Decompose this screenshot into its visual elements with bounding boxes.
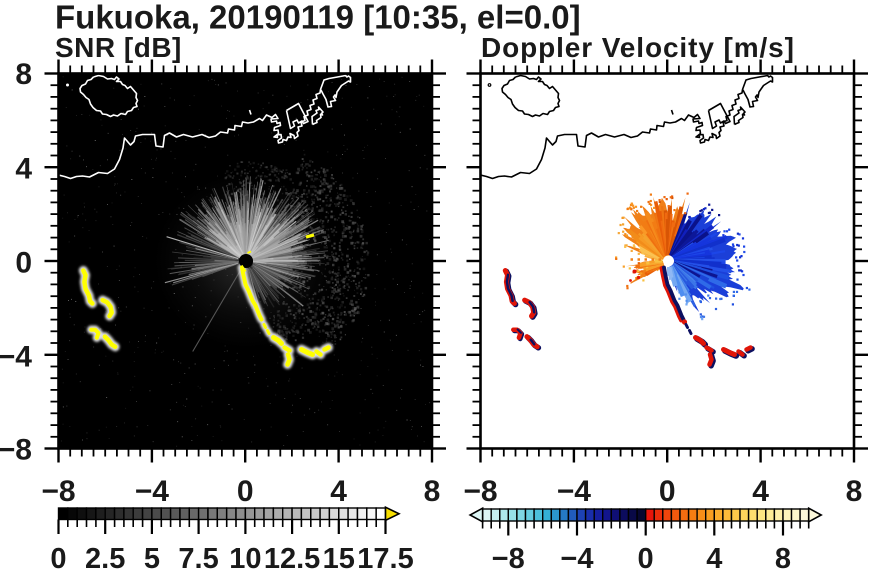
svg-text:8: 8 — [424, 475, 441, 508]
svg-text:−8: −8 — [463, 475, 497, 508]
svg-text:8: 8 — [15, 58, 32, 91]
svg-text:−8: −8 — [0, 434, 32, 467]
svg-text:15: 15 — [323, 543, 355, 570]
svg-text:4: 4 — [706, 543, 722, 570]
svg-text:4: 4 — [15, 153, 32, 186]
svg-text:4: 4 — [752, 475, 769, 508]
svg-text:−4: −4 — [560, 543, 593, 570]
svg-text:0: 0 — [659, 475, 676, 508]
svg-text:−4: −4 — [0, 341, 32, 374]
svg-text:0: 0 — [15, 247, 32, 280]
svg-text:0: 0 — [237, 475, 254, 508]
svg-text:12.5: 12.5 — [264, 543, 320, 570]
svg-text:5: 5 — [144, 543, 160, 570]
svg-text:−8: −8 — [41, 475, 75, 508]
svg-text:−4: −4 — [557, 475, 592, 508]
svg-text:8: 8 — [775, 543, 791, 570]
svg-text:−4: −4 — [135, 475, 170, 508]
svg-text:4: 4 — [330, 475, 347, 508]
svg-text:SNR [dB]: SNR [dB] — [55, 32, 182, 63]
svg-text:0: 0 — [50, 543, 66, 570]
svg-text:0: 0 — [638, 543, 654, 570]
svg-text:7.5: 7.5 — [178, 543, 218, 570]
svg-text:Fukuoka, 20190119 [10:35, el=0: Fukuoka, 20190119 [10:35, el=0.0] — [55, 0, 581, 36]
svg-text:−8: −8 — [492, 543, 525, 570]
svg-text:Doppler Velocity [m/s]: Doppler Velocity [m/s] — [481, 32, 795, 63]
svg-text:10: 10 — [229, 543, 261, 570]
svg-text:17.5: 17.5 — [357, 543, 413, 570]
svg-text:8: 8 — [846, 475, 863, 508]
svg-text:2.5: 2.5 — [85, 543, 125, 570]
